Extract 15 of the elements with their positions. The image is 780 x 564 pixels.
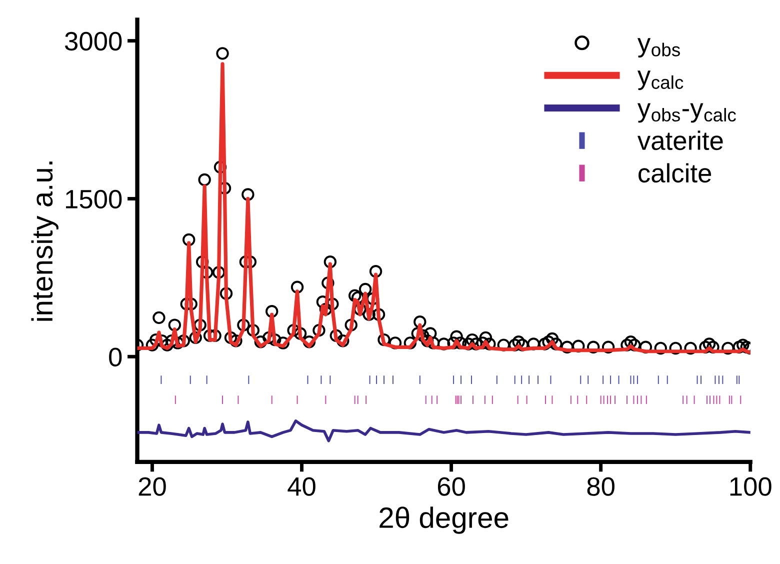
legend-label: y$_{calc}$ bbox=[637, 70, 684, 90]
y-tick-label: 3000 bbox=[65, 32, 122, 51]
x-tick-label: 40 bbox=[288, 477, 316, 496]
legend-label: vaterite bbox=[638, 130, 723, 150]
y-tick-label: 0 bbox=[109, 348, 122, 366]
legend-label: y$_{obs}$-y$_{calc}$ bbox=[637, 103, 736, 123]
x-axis-title: 2θ degree bbox=[380, 506, 508, 534]
x-tick-label: 60 bbox=[438, 477, 465, 496]
y-axis-title: intensity a.u. bbox=[31, 162, 58, 321]
legend-label: y$_{obs}$ bbox=[637, 38, 680, 58]
x-tick-label: 80 bbox=[587, 477, 614, 496]
legend-label: calcite bbox=[638, 163, 712, 183]
x-tick-label: 100 bbox=[730, 477, 772, 496]
x-tick-label: 20 bbox=[138, 477, 166, 496]
y-tick-label: 1500 bbox=[66, 190, 122, 209]
